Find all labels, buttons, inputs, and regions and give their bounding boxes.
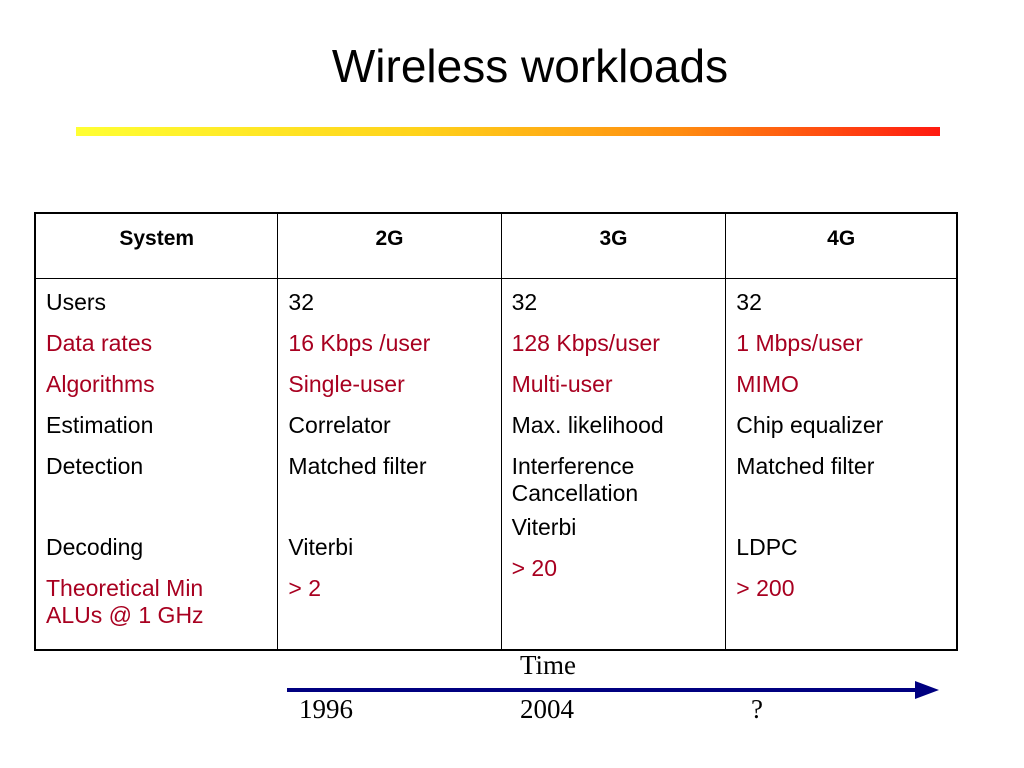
value-2g-min-alus: > 2 xyxy=(288,575,322,601)
value-3g-algorithms: Multi-user xyxy=(511,371,613,397)
row-label-detection: Detection xyxy=(46,453,144,479)
table-row: Users Data rates Algorithms Estimation D… xyxy=(34,278,958,651)
timeline-label: Time xyxy=(520,650,577,680)
value-2g-data-rates: 16 Kbps /user xyxy=(288,330,431,356)
row-label-estimation: Estimation xyxy=(46,412,154,438)
value-3g-data-rates: 128 Kbps/user xyxy=(511,330,660,356)
value-2g-algorithms: Single-user xyxy=(288,371,405,397)
value-4g-estimation: Chip equalizer xyxy=(736,412,884,438)
value-3g-detection: Interference Cancellation xyxy=(511,453,639,506)
header-system: System xyxy=(34,212,279,279)
workload-table: System 2G 3G 4G Users Data rates Algorit… xyxy=(34,212,958,651)
row-label-algorithms: Algorithms xyxy=(46,371,155,397)
value-2g-detection: Matched filter xyxy=(288,453,427,479)
value-3g-users: 32 xyxy=(511,289,538,315)
timeline-year-1996: 1996 xyxy=(299,694,353,724)
value-2g-estimation: Correlator xyxy=(288,412,391,438)
value-4g-algorithms: MIMO xyxy=(736,371,799,397)
value-2g-decoding: Viterbi xyxy=(288,534,354,560)
timeline-year-2004: 2004 xyxy=(520,694,574,724)
column-2g-cell: 32 16 Kbps /user Single-user Correlator … xyxy=(277,278,502,651)
value-4g-users: 32 xyxy=(736,289,762,315)
row-label-users: Users xyxy=(46,289,107,315)
value-2g-users: 32 xyxy=(288,289,315,315)
value-3g-decoding: Viterbi xyxy=(511,514,577,540)
arrowhead-icon xyxy=(915,681,939,699)
header-3g: 3G xyxy=(500,212,727,279)
slide-title: Wireless workloads xyxy=(331,40,729,92)
timeline-arrow xyxy=(287,681,939,699)
value-3g-min-alus: > 20 xyxy=(511,555,557,581)
table-header-row: System 2G 3G 4G xyxy=(34,212,958,279)
header-4g: 4G xyxy=(725,212,958,279)
row-label-decoding: Decoding xyxy=(46,534,144,560)
value-3g-estimation: Max. likelihood xyxy=(511,412,664,438)
value-4g-decoding: LDPC xyxy=(736,534,798,560)
value-4g-data-rates: 1 Mbps/user xyxy=(736,330,863,356)
system-cell: Users Data rates Algorithms Estimation D… xyxy=(34,278,279,651)
column-4g-cell: 32 1 Mbps/user MIMO Chip equalizer Match… xyxy=(725,278,958,651)
column-3g-cell: 32 128 Kbps/user Multi-user Max. likelih… xyxy=(500,278,727,651)
value-4g-detection: Matched filter xyxy=(736,453,875,479)
header-2g: 2G xyxy=(277,212,502,279)
title-gradient-bar xyxy=(76,127,940,136)
row-label-theoretical-min-alus: Theoretical Min ALUs @ 1 GHz xyxy=(46,575,204,628)
timeline-year-unknown: ? xyxy=(751,694,763,724)
row-label-data-rates: Data rates xyxy=(46,330,153,356)
value-4g-min-alus: > 200 xyxy=(736,575,795,601)
